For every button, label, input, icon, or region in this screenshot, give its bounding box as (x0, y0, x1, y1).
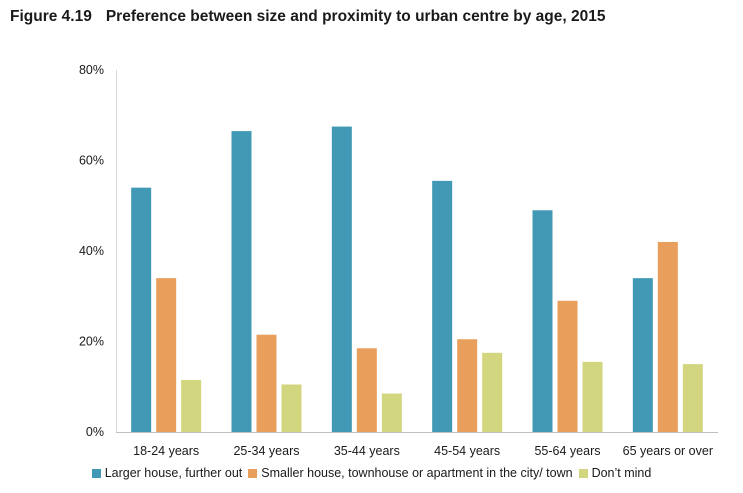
legend-label: Larger house, further out (104, 466, 243, 480)
legend-swatch (248, 468, 258, 478)
x-tick-label: 18-24 years (133, 444, 199, 458)
bar-smaller-house-townhouse- (356, 348, 377, 432)
bar-larger-house-further-out (231, 131, 252, 432)
bar-don-t-mind (682, 364, 703, 432)
legend-label: Don’t mind (591, 466, 652, 480)
bars (131, 126, 703, 432)
legend-item: Larger house, further out (91, 466, 243, 480)
bar-don-t-mind (381, 393, 402, 432)
x-tick-label: 45-54 years (434, 444, 500, 458)
legend-swatch (578, 468, 588, 478)
bar-larger-house-further-out (432, 180, 453, 432)
legend: Larger house, further out Smaller house, … (0, 466, 743, 481)
x-tick-label: 55-64 years (534, 444, 600, 458)
bar-don-t-mind (181, 379, 202, 432)
y-axis-ticks: 0% 20% 40% 60% 80% (79, 63, 104, 439)
figure-title: Figure 4.19 Preference between size and p… (10, 8, 605, 26)
legend-item: Smaller house, townhouse or apartment in… (248, 466, 573, 480)
bar-smaller-house-townhouse- (557, 300, 578, 432)
bar-don-t-mind (582, 361, 603, 432)
y-tick-label: 80% (79, 63, 104, 77)
bar-don-t-mind (482, 352, 503, 432)
y-tick-label: 40% (79, 244, 104, 258)
x-tick-label: 35-44 years (334, 444, 400, 458)
y-tick-label: 60% (79, 154, 104, 168)
bar-larger-house-further-out (532, 210, 553, 432)
bar-smaller-house-townhouse- (457, 339, 478, 432)
bar-smaller-house-townhouse- (156, 278, 177, 432)
bar-larger-house-further-out (632, 278, 653, 432)
x-tick-label: 65 years or over (623, 444, 713, 458)
figure-label: Figure 4.19 (10, 8, 92, 25)
y-tick-label: 0% (86, 425, 104, 439)
bar-larger-house-further-out (331, 126, 352, 432)
x-axis-ticks: 18-24 years 25-34 years 35-44 years 45-54 y… (133, 444, 713, 458)
bar-larger-house-further-out (131, 187, 152, 432)
bar-smaller-house-townhouse- (657, 241, 678, 432)
x-tick-label: 25-34 years (233, 444, 299, 458)
figure-title-text: Preference between size and proximity to… (105, 8, 606, 25)
legend-label: Smaller house, townhouse or apartment in… (261, 466, 573, 480)
legend-item: Don’t mind (578, 466, 652, 480)
bar-smaller-house-townhouse- (256, 334, 277, 432)
legend-swatch (91, 468, 101, 478)
bar-don-t-mind (281, 384, 302, 432)
y-tick-label: 20% (79, 335, 104, 349)
